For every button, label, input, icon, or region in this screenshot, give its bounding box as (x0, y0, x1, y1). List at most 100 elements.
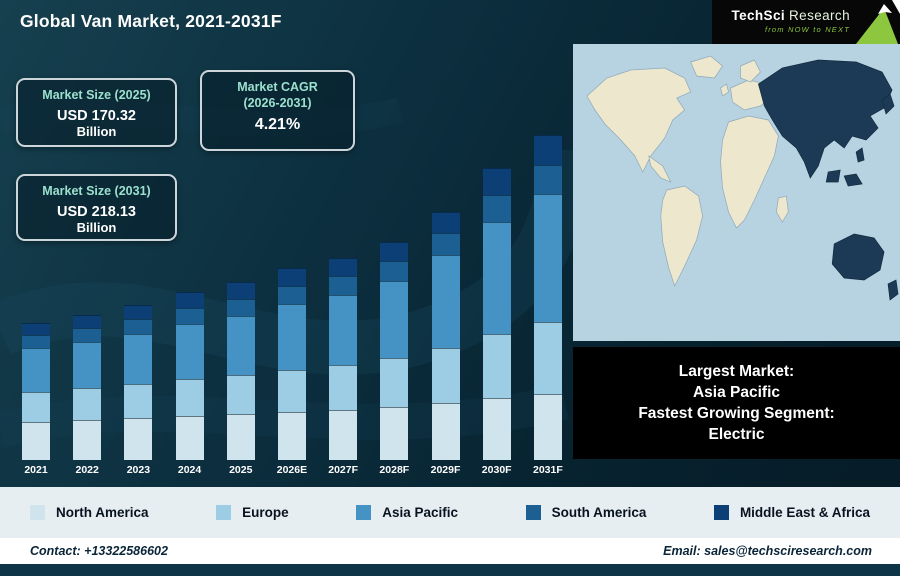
bar-column-2024: 2024 (175, 130, 204, 478)
segment-asia-pacific (226, 316, 255, 375)
market-size-2031-label: Market Size (2031) (42, 184, 151, 198)
segment-asia-pacific (73, 342, 102, 388)
map-philippines-highlight (855, 147, 865, 163)
bar-column-2029f: 2029F (430, 130, 461, 478)
contact-info: Contact: +13322586602 (30, 544, 168, 558)
x-axis-label-2026e: 2026E (276, 464, 308, 476)
legend-swatch-south-america (525, 505, 541, 520)
page-title: Global Van Market, 2021-2031F (20, 11, 282, 31)
market-size-2031-value: USD 218.13 (57, 203, 136, 220)
map-scandinavia (740, 59, 761, 83)
bar-column-2031f: 2031F (533, 130, 563, 478)
callout-largest-market-value: Asia Pacific (692, 383, 781, 401)
market-size-2025-value: USD 170.32 (57, 107, 136, 124)
segment-north-america (124, 418, 153, 460)
callout-fastest-segment-value: Electric (708, 425, 765, 443)
legend-swatch-europe (216, 505, 232, 520)
map-japan-highlight (881, 93, 895, 115)
legend-item-south-america: South America (525, 505, 647, 520)
segment-middle-east-africa (73, 315, 102, 328)
segment-south-america (22, 335, 50, 348)
legend-label-south-america: South America (551, 505, 647, 520)
x-axis-label-2022: 2022 (75, 464, 99, 476)
market-size-2031-unit: Billion (76, 219, 117, 235)
segment-middle-east-africa (277, 268, 306, 286)
bar-chart: 2021 2022 2023 2024 2025 2026E 2027F 2028F 2029F… (22, 130, 563, 478)
market-cagr-label-line1: Market CAGR (237, 80, 318, 94)
bar-column-2026e: 2026E (276, 130, 308, 478)
x-axis-label-2030f: 2030F (481, 464, 512, 476)
market-cagr-value: 4.21% (254, 116, 301, 134)
segment-asia-pacific (22, 348, 50, 392)
segment-europe (380, 358, 409, 407)
map-southeast-asia-highlight (825, 169, 841, 183)
x-axis-label-2024: 2024 (177, 464, 202, 476)
segment-asia-pacific (533, 194, 562, 322)
segment-middle-east-africa (329, 258, 358, 276)
market-cagr-box: Market CAGR (2026-2031) 4.21% (200, 70, 355, 151)
brand-logo-text: TechSci Research from NOW to NEXT (731, 9, 850, 35)
segment-south-america (533, 165, 562, 194)
segment-middle-east-africa (533, 135, 562, 165)
map-new-zealand-highlight (887, 279, 899, 301)
brand-tagline: from NOW to NEXT (764, 25, 850, 35)
segment-north-america (380, 407, 409, 460)
legend-label-asia-pacific: Asia Pacific (382, 505, 458, 520)
segment-north-america (277, 412, 306, 460)
segment-asia-pacific (175, 324, 204, 379)
market-size-2025-unit: Billion (76, 123, 117, 139)
segment-south-america (482, 195, 511, 222)
segment-asia-pacific (277, 304, 306, 370)
map-north-america (586, 67, 692, 173)
legend-label-north-america: North America (56, 505, 149, 520)
bar-column-2023: 2023 (124, 130, 153, 478)
segment-south-america (431, 233, 460, 255)
map-africa (720, 115, 779, 229)
segment-middle-east-africa (175, 292, 204, 308)
segment-north-america (73, 420, 102, 460)
segment-europe (277, 370, 306, 412)
market-size-2025-box: Market Size (2025) USD 170.32 Billion (16, 78, 177, 147)
bottom-accent-bar (0, 564, 900, 576)
segment-south-america (226, 299, 255, 316)
segment-north-america (533, 394, 562, 460)
segment-asia-pacific (329, 295, 358, 365)
segment-europe (175, 379, 204, 416)
segment-middle-east-africa (482, 168, 511, 195)
chart-legend: North America Europe Asia Pacific South Ame… (0, 487, 900, 538)
legend-item-europe: Europe (216, 505, 289, 520)
segment-asia-pacific (431, 255, 460, 348)
segment-middle-east-africa (22, 323, 50, 335)
segment-south-america (175, 308, 204, 324)
map-south-america (660, 185, 703, 287)
legend-swatch-middle-east-africa (713, 505, 729, 520)
market-size-2031-box: Market Size (2031) USD 218.13 Billion (16, 174, 177, 241)
x-axis-label-2021: 2021 (24, 464, 48, 476)
segment-europe (329, 365, 358, 410)
segment-south-america (73, 328, 102, 342)
map-greenland (690, 55, 724, 79)
x-axis-label-2028f: 2028F (379, 464, 410, 476)
callout-largest-market-label: Largest Market: (678, 362, 795, 380)
segment-middle-east-africa (226, 282, 255, 299)
segment-north-america (226, 414, 255, 460)
x-axis-label-2023: 2023 (126, 464, 151, 476)
segment-europe (124, 384, 153, 418)
map-indonesia-highlight (843, 173, 863, 187)
segment-middle-east-africa (431, 212, 460, 233)
bar-column-2030f: 2030F (481, 130, 512, 478)
segment-north-america (482, 398, 511, 460)
brand-name: TechSci Research (731, 9, 850, 24)
bar-column-2021: 2021 (22, 130, 50, 478)
x-axis-label-2029f: 2029F (430, 464, 461, 476)
bar-column-2022: 2022 (73, 130, 102, 478)
segment-south-america (329, 276, 358, 295)
brand-name-tech: TechSci (731, 8, 786, 24)
market-cagr-label-line2: (2026-2031) (243, 95, 312, 110)
segment-south-america (124, 319, 153, 334)
segment-middle-east-africa (124, 305, 153, 319)
segment-north-america (329, 410, 358, 460)
segment-europe (431, 348, 460, 403)
segment-asia-pacific (482, 222, 511, 334)
map-central-america (648, 155, 672, 183)
